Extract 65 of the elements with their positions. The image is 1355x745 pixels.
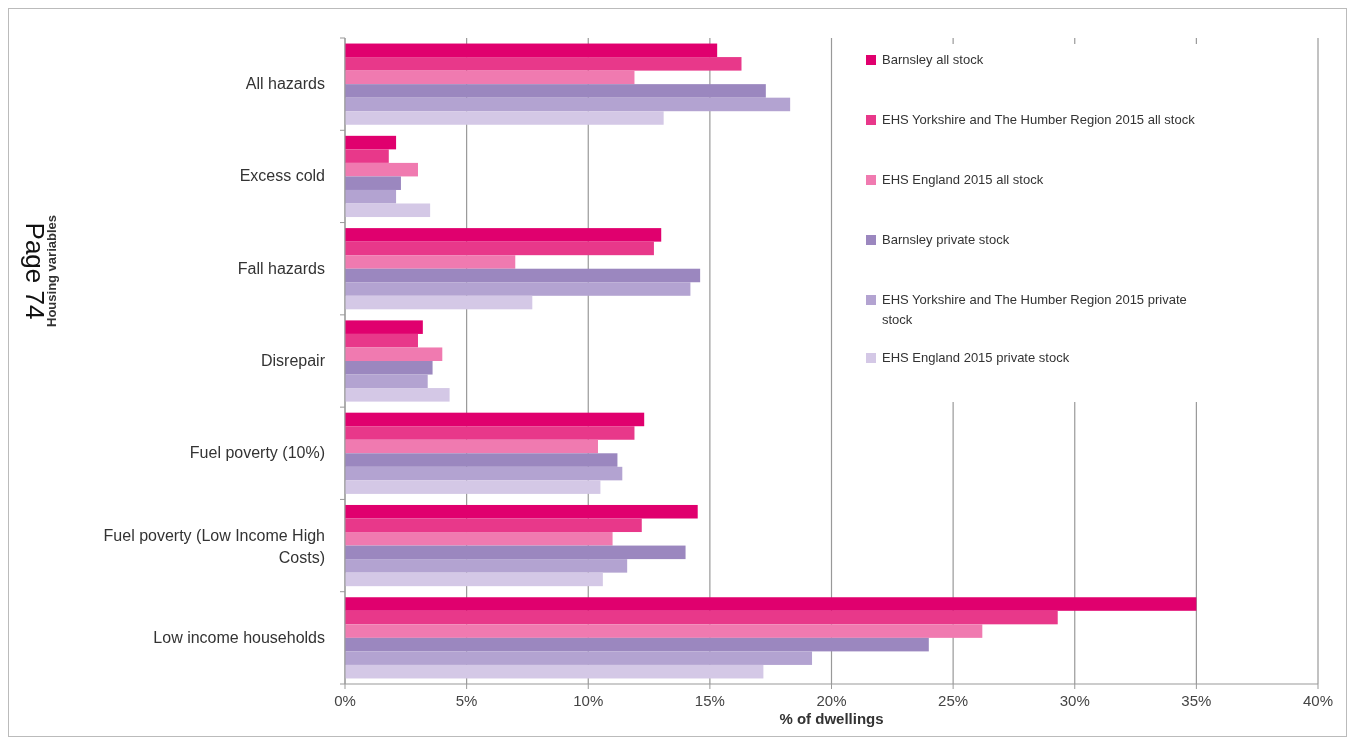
bar bbox=[345, 388, 450, 402]
bar bbox=[345, 43, 718, 58]
x-axis-title: % of dwellings bbox=[779, 710, 884, 727]
bar bbox=[345, 135, 397, 150]
x-tick-label: 35% bbox=[1181, 692, 1212, 709]
bar bbox=[345, 282, 691, 296]
bar bbox=[345, 610, 1058, 625]
bar bbox=[345, 97, 791, 112]
bar bbox=[345, 480, 601, 494]
y-tick-label: Disrepair bbox=[260, 352, 326, 369]
bar bbox=[345, 597, 1197, 611]
x-tick-label: 20% bbox=[816, 692, 847, 709]
legend-label: EHS Yorkshire and The Humber Region 2015 all stock bbox=[882, 112, 1196, 127]
y-tick-label: Low income households bbox=[153, 628, 325, 646]
bar bbox=[345, 111, 664, 125]
bar bbox=[345, 439, 598, 454]
x-tick-label: 40% bbox=[1302, 692, 1334, 709]
x-tick-label: 5% bbox=[455, 692, 478, 709]
legend-label: EHS England 2015 all stock bbox=[882, 172, 1044, 187]
x-tick-label: 10% bbox=[573, 692, 604, 709]
bar bbox=[345, 268, 701, 283]
x-tick-label: 25% bbox=[938, 692, 969, 709]
bar bbox=[345, 333, 418, 348]
y-tick-label: Excess cold bbox=[239, 167, 325, 185]
bar bbox=[345, 545, 686, 560]
bar bbox=[345, 374, 428, 389]
bar bbox=[345, 295, 533, 310]
bar bbox=[345, 453, 618, 467]
bar bbox=[345, 255, 516, 269]
bar bbox=[345, 651, 813, 665]
bar bbox=[345, 426, 635, 440]
x-tick-label: 30% bbox=[1059, 692, 1090, 709]
bar bbox=[345, 162, 418, 177]
bar bbox=[345, 361, 433, 375]
bar bbox=[345, 518, 642, 533]
bar bbox=[345, 149, 389, 163]
y-tick-label: Fall hazards bbox=[237, 259, 325, 277]
y-tick-label: Fuel poverty (10%) bbox=[189, 444, 325, 462]
bar bbox=[345, 189, 397, 204]
bar bbox=[345, 532, 613, 546]
bar bbox=[345, 572, 603, 587]
legend-label: Barnsley all stock bbox=[882, 52, 984, 67]
y-tick-label: All hazards bbox=[245, 75, 325, 93]
bar bbox=[345, 412, 645, 427]
bar bbox=[345, 203, 431, 218]
legend-label: Barnsley private stock bbox=[882, 232, 1010, 247]
y-tick-label: Fuel poverty (Low Income High Costs) bbox=[103, 526, 325, 566]
x-tick-label: 15% bbox=[694, 692, 725, 709]
legend-label: EHS Yorkshire and The Humber Region 2015 private stock bbox=[882, 292, 1187, 327]
bar bbox=[345, 559, 628, 573]
bar bbox=[345, 176, 401, 190]
bar bbox=[345, 228, 662, 242]
bar bbox=[345, 347, 443, 361]
x-tick-label: 0% bbox=[334, 692, 356, 709]
bar bbox=[345, 664, 764, 679]
bar bbox=[345, 504, 698, 519]
bar bbox=[345, 241, 654, 256]
bar bbox=[345, 466, 623, 481]
bar bbox=[345, 637, 929, 652]
bar bbox=[345, 624, 983, 638]
bar bbox=[345, 70, 635, 85]
legend-label: EHS England 2015 private stock bbox=[882, 350, 1070, 365]
bar bbox=[345, 57, 742, 71]
bar bbox=[345, 84, 766, 98]
bar bbox=[345, 320, 423, 334]
